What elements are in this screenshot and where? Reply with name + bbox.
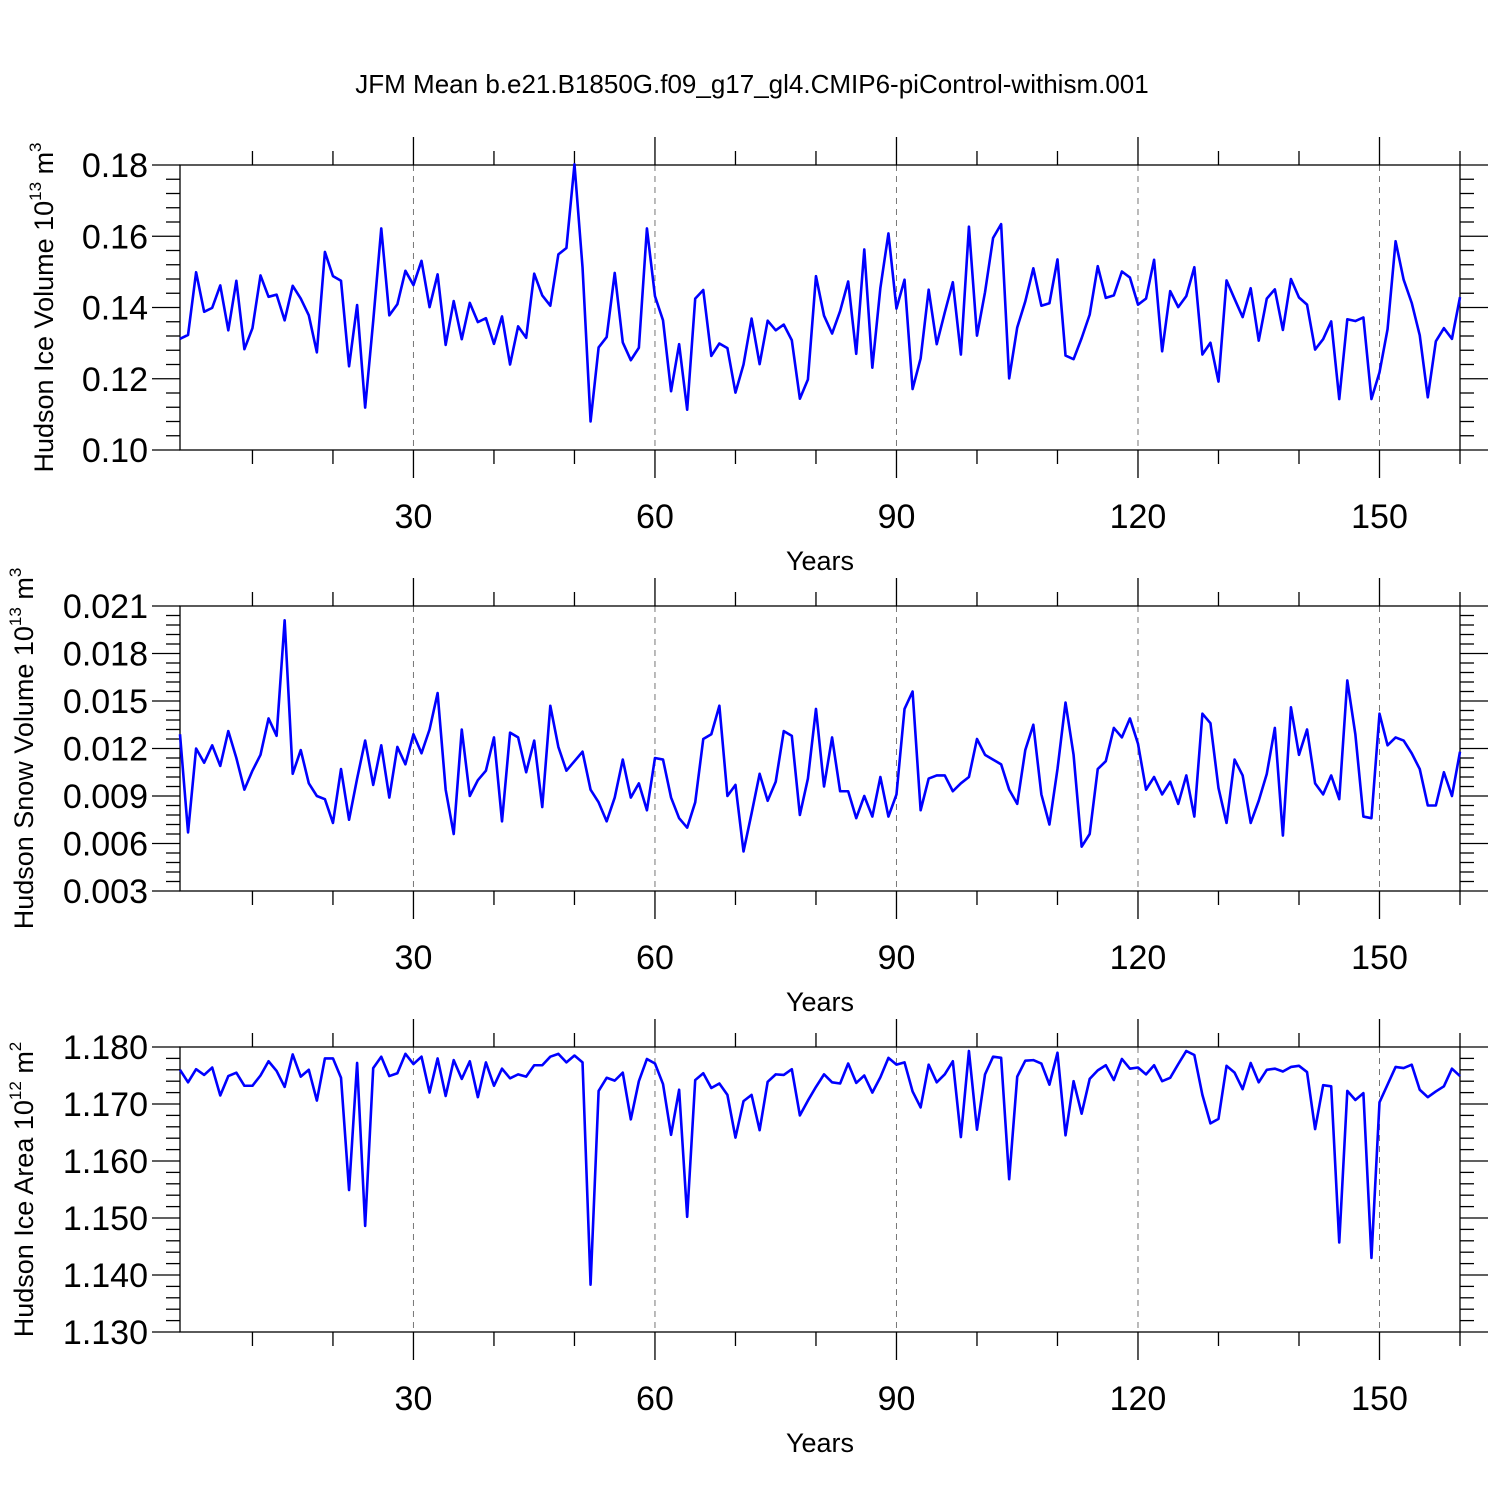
y-tick-label: 0.14 bbox=[82, 290, 148, 328]
y-tick-label: 0.10 bbox=[82, 432, 148, 470]
y-tick-label: 0.009 bbox=[63, 778, 148, 816]
y-axis-title-exp: 12 bbox=[6, 1081, 25, 1100]
y-tick-label: 1.130 bbox=[63, 1314, 148, 1352]
y-tick-label: 0.16 bbox=[82, 218, 148, 256]
y-axis-title-exp: 13 bbox=[6, 607, 25, 626]
plot-frame bbox=[179, 164, 1461, 451]
x-tick-label: 120 bbox=[1110, 498, 1167, 536]
y-axis-title: Hudson Ice Area 1012 m2 bbox=[6, 1042, 39, 1338]
y-axis-title-base: Hudson Snow Volume 10 bbox=[9, 626, 39, 929]
x-tick-label: 30 bbox=[395, 498, 433, 536]
y-axis-title-unit-exp: 3 bbox=[6, 568, 25, 577]
y-axis-title-unit: m bbox=[9, 1051, 39, 1081]
panel-ice-area: 30 60 90 120 150 1.130 1.140 1.150 1.160 1.170 1.1… bbox=[6, 1019, 1488, 1458]
series-line-ice_volume bbox=[179, 162, 1462, 423]
x-axis-title: Years bbox=[786, 987, 854, 1017]
x-tick-label: 90 bbox=[878, 939, 916, 977]
y-tick-label: 0.12 bbox=[82, 361, 148, 399]
x-tick-label: 90 bbox=[878, 1380, 916, 1418]
series-line-snow_volume bbox=[178, 618, 1462, 853]
y-tick-label: 1.180 bbox=[63, 1029, 148, 1067]
y-axis-title: Hudson Ice Volume 1013 m3 bbox=[26, 142, 59, 472]
y-tick-label: 0.18 bbox=[82, 147, 148, 185]
panel-ice-volume: 30 60 90 120 150 0.10 0.12 0.14 0.16 0.18 Years Hud… bbox=[26, 137, 1488, 576]
x-tick-label: 150 bbox=[1351, 498, 1408, 536]
y-axis-title: Hudson Snow Volume 1013 m3 bbox=[6, 568, 39, 930]
x-tick-label: 60 bbox=[636, 498, 674, 536]
y-tick-label: 0.018 bbox=[63, 636, 148, 674]
y-axis-title-unit-exp: 3 bbox=[26, 142, 45, 151]
x-tick-label: 60 bbox=[636, 1380, 674, 1418]
x-tick-label: 30 bbox=[395, 939, 433, 977]
y-tick-label: 0.021 bbox=[63, 588, 148, 626]
y-axis-title-base: Hudson Ice Volume 10 bbox=[29, 201, 59, 473]
y-axis-title-unit: m bbox=[29, 152, 59, 182]
x-tick-label: 150 bbox=[1351, 939, 1408, 977]
y-tick-label: 0.006 bbox=[63, 826, 148, 864]
y-tick-label: 1.140 bbox=[63, 1257, 148, 1295]
y-tick-label: 0.012 bbox=[63, 731, 148, 769]
x-tick-label: 90 bbox=[878, 498, 916, 536]
y-axis-title-base: Hudson Ice Area 10 bbox=[9, 1100, 39, 1337]
x-tick-label: 30 bbox=[395, 1380, 433, 1418]
x-tick-label: 120 bbox=[1110, 1380, 1167, 1418]
y-tick-label: 1.170 bbox=[63, 1086, 148, 1124]
chart-title: JFM Mean b.e21.B1850G.f09_g17_gl4.CMIP6-… bbox=[355, 69, 1148, 99]
x-axis-title: Years bbox=[786, 1428, 854, 1458]
plot-frame bbox=[179, 1046, 1461, 1333]
y-axis-title-exp: 13 bbox=[26, 182, 45, 201]
y-tick-label: 0.003 bbox=[63, 873, 148, 911]
y-axis-title-unit-exp: 2 bbox=[6, 1042, 25, 1051]
x-tick-label: 60 bbox=[636, 939, 674, 977]
y-tick-label: 1.160 bbox=[63, 1143, 148, 1181]
x-tick-label: 150 bbox=[1351, 1380, 1408, 1418]
panel-snow-volume: 30 60 90 120 150 0.003 0.006 0.009 0.012 0.015 0.0… bbox=[6, 568, 1488, 1017]
y-tick-label: 1.150 bbox=[63, 1200, 148, 1238]
x-axis-title: Years bbox=[786, 546, 854, 576]
y-axis-title-unit: m bbox=[9, 577, 39, 607]
y-tick-label: 0.015 bbox=[63, 683, 148, 721]
series-line-ice_area bbox=[178, 1049, 1461, 1286]
x-tick-label: 120 bbox=[1110, 939, 1167, 977]
